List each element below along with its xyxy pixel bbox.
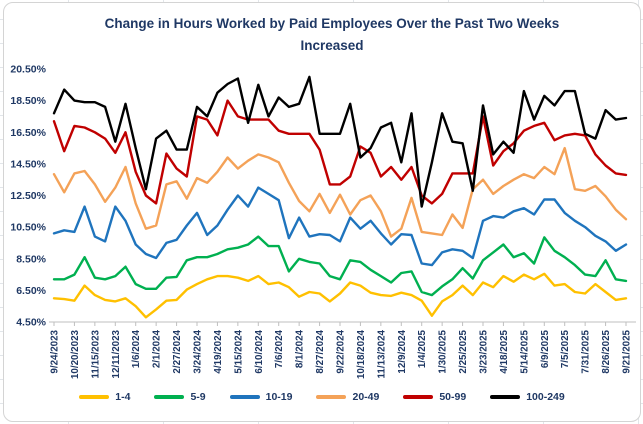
x-tick-label: 8/27/2024 [315,329,326,373]
x-tick-label: 1/30/2025 [438,329,449,373]
series-line-1-4[interactable] [52,272,628,319]
x-tick-label: 12/11/2023 [111,329,122,378]
chart-container[interactable]: Change in Hours Worked by Paid Employees… [3,2,641,422]
x-tick-label: 6/9/2025 [540,329,551,368]
legend-swatch-5-9 [154,395,185,399]
legend-label: 20-49 [352,391,380,403]
x-tick-label: 10/20/2023 [70,329,81,379]
legend-item-50-99[interactable]: 50-99 [403,391,466,403]
series-line-10-19[interactable] [52,186,628,267]
chart-title-line2: Increased [300,37,364,53]
x-tick-label: 11/15/2023 [90,329,101,378]
chart-title-line1: Change in Hours Worked by Paid Employees… [104,16,560,31]
x-tick-label: 2/27/2024 [172,329,183,373]
y-tick-label: 18.50% [10,95,46,107]
legend-swatch-100-249 [490,395,521,399]
legend-swatch-1-4 [79,395,110,399]
x-tick-label: 11/13/2024 [376,329,387,378]
legend-swatch-20-49 [316,395,347,399]
x-tick-label: 8/1/2024 [295,329,306,368]
x-tick-label: 2/25/2025 [458,329,469,373]
y-tick-label: 10.50% [10,222,46,234]
series-line-20-49[interactable] [52,146,628,238]
legend-item-100-249[interactable]: 100-249 [490,391,565,403]
x-tick-label: 3/23/2025 [479,329,490,373]
x-tick-label: 10/18/2024 [356,329,367,379]
y-tick-label: 20.50% [10,64,46,76]
x-tick-label: 5/15/2024 [233,329,244,373]
y-tick-label: 6.50% [16,285,46,297]
x-tick-label: 7/31/2025 [581,329,592,373]
x-tick-label: 6/10/2024 [254,329,265,373]
legend-label: 100-249 [526,391,565,403]
chart-title: Change in Hours Worked by Paid Employees… [34,13,630,56]
legend-label: 5-9 [190,391,206,403]
x-tick-label: 12/9/2024 [397,329,408,373]
x-tick-label: 3/24/2024 [193,329,204,373]
legend-item-1-4[interactable]: 1-4 [79,391,130,403]
legend-item-20-49[interactable]: 20-49 [316,391,379,403]
series-line-5-9[interactable] [52,235,628,297]
x-tick-label: 1/4/2025 [417,329,428,368]
chart-legend: 1-4 5-9 10-19 20-49 50-99 100-249 [4,391,640,403]
x-tick-label: 9/21/2025 [622,329,633,373]
plot-area[interactable]: 4.50% 6.50% 8.50% 10.50% 12.50% 14.50% 16.50% 1… [4,3,640,421]
y-tick-label: 8.50% [16,253,46,265]
x-tick-label: 2/1/2024 [152,329,163,368]
x-tick-label: 7/5/2025 [560,329,571,368]
x-tick-label: 8/26/2025 [601,329,612,373]
x-tick-label: 5/14/2025 [519,329,530,373]
x-tick-label: 1/6/2024 [131,329,142,368]
legend-label: 50-99 [439,391,467,403]
y-axis-labels: 4.50% 6.50% 8.50% 10.50% 12.50% 14.50% 16.50% 1… [10,64,46,329]
x-tick-label: 4/18/2025 [499,329,510,373]
x-tick-label: 7/6/2024 [274,329,285,368]
legend-swatch-10-19 [229,395,260,399]
y-tick-label: 14.50% [10,158,46,170]
x-tick-label: 9/22/2024 [336,329,347,373]
y-tick-label: 16.50% [10,127,46,139]
x-tick-label: 4/19/2024 [213,329,224,373]
series-line-50-99[interactable] [52,99,628,205]
legend-label: 1-4 [115,391,131,403]
legend-label: 10-19 [265,391,293,403]
legend-item-10-19[interactable]: 10-19 [229,391,293,403]
legend-item-5-9[interactable]: 5-9 [154,391,206,403]
x-tick-label: 9/24/2023 [50,329,61,373]
y-tick-label: 12.50% [10,190,46,202]
legend-swatch-50-99 [403,395,434,399]
series-line-100-249[interactable] [52,75,628,208]
x-axis-labels: 9/24/2023 10/20/2023 11/15/2023 12/11/2023 1… [50,329,633,379]
y-tick-label: 4.50% [16,317,46,329]
x-axis [49,321,636,326]
